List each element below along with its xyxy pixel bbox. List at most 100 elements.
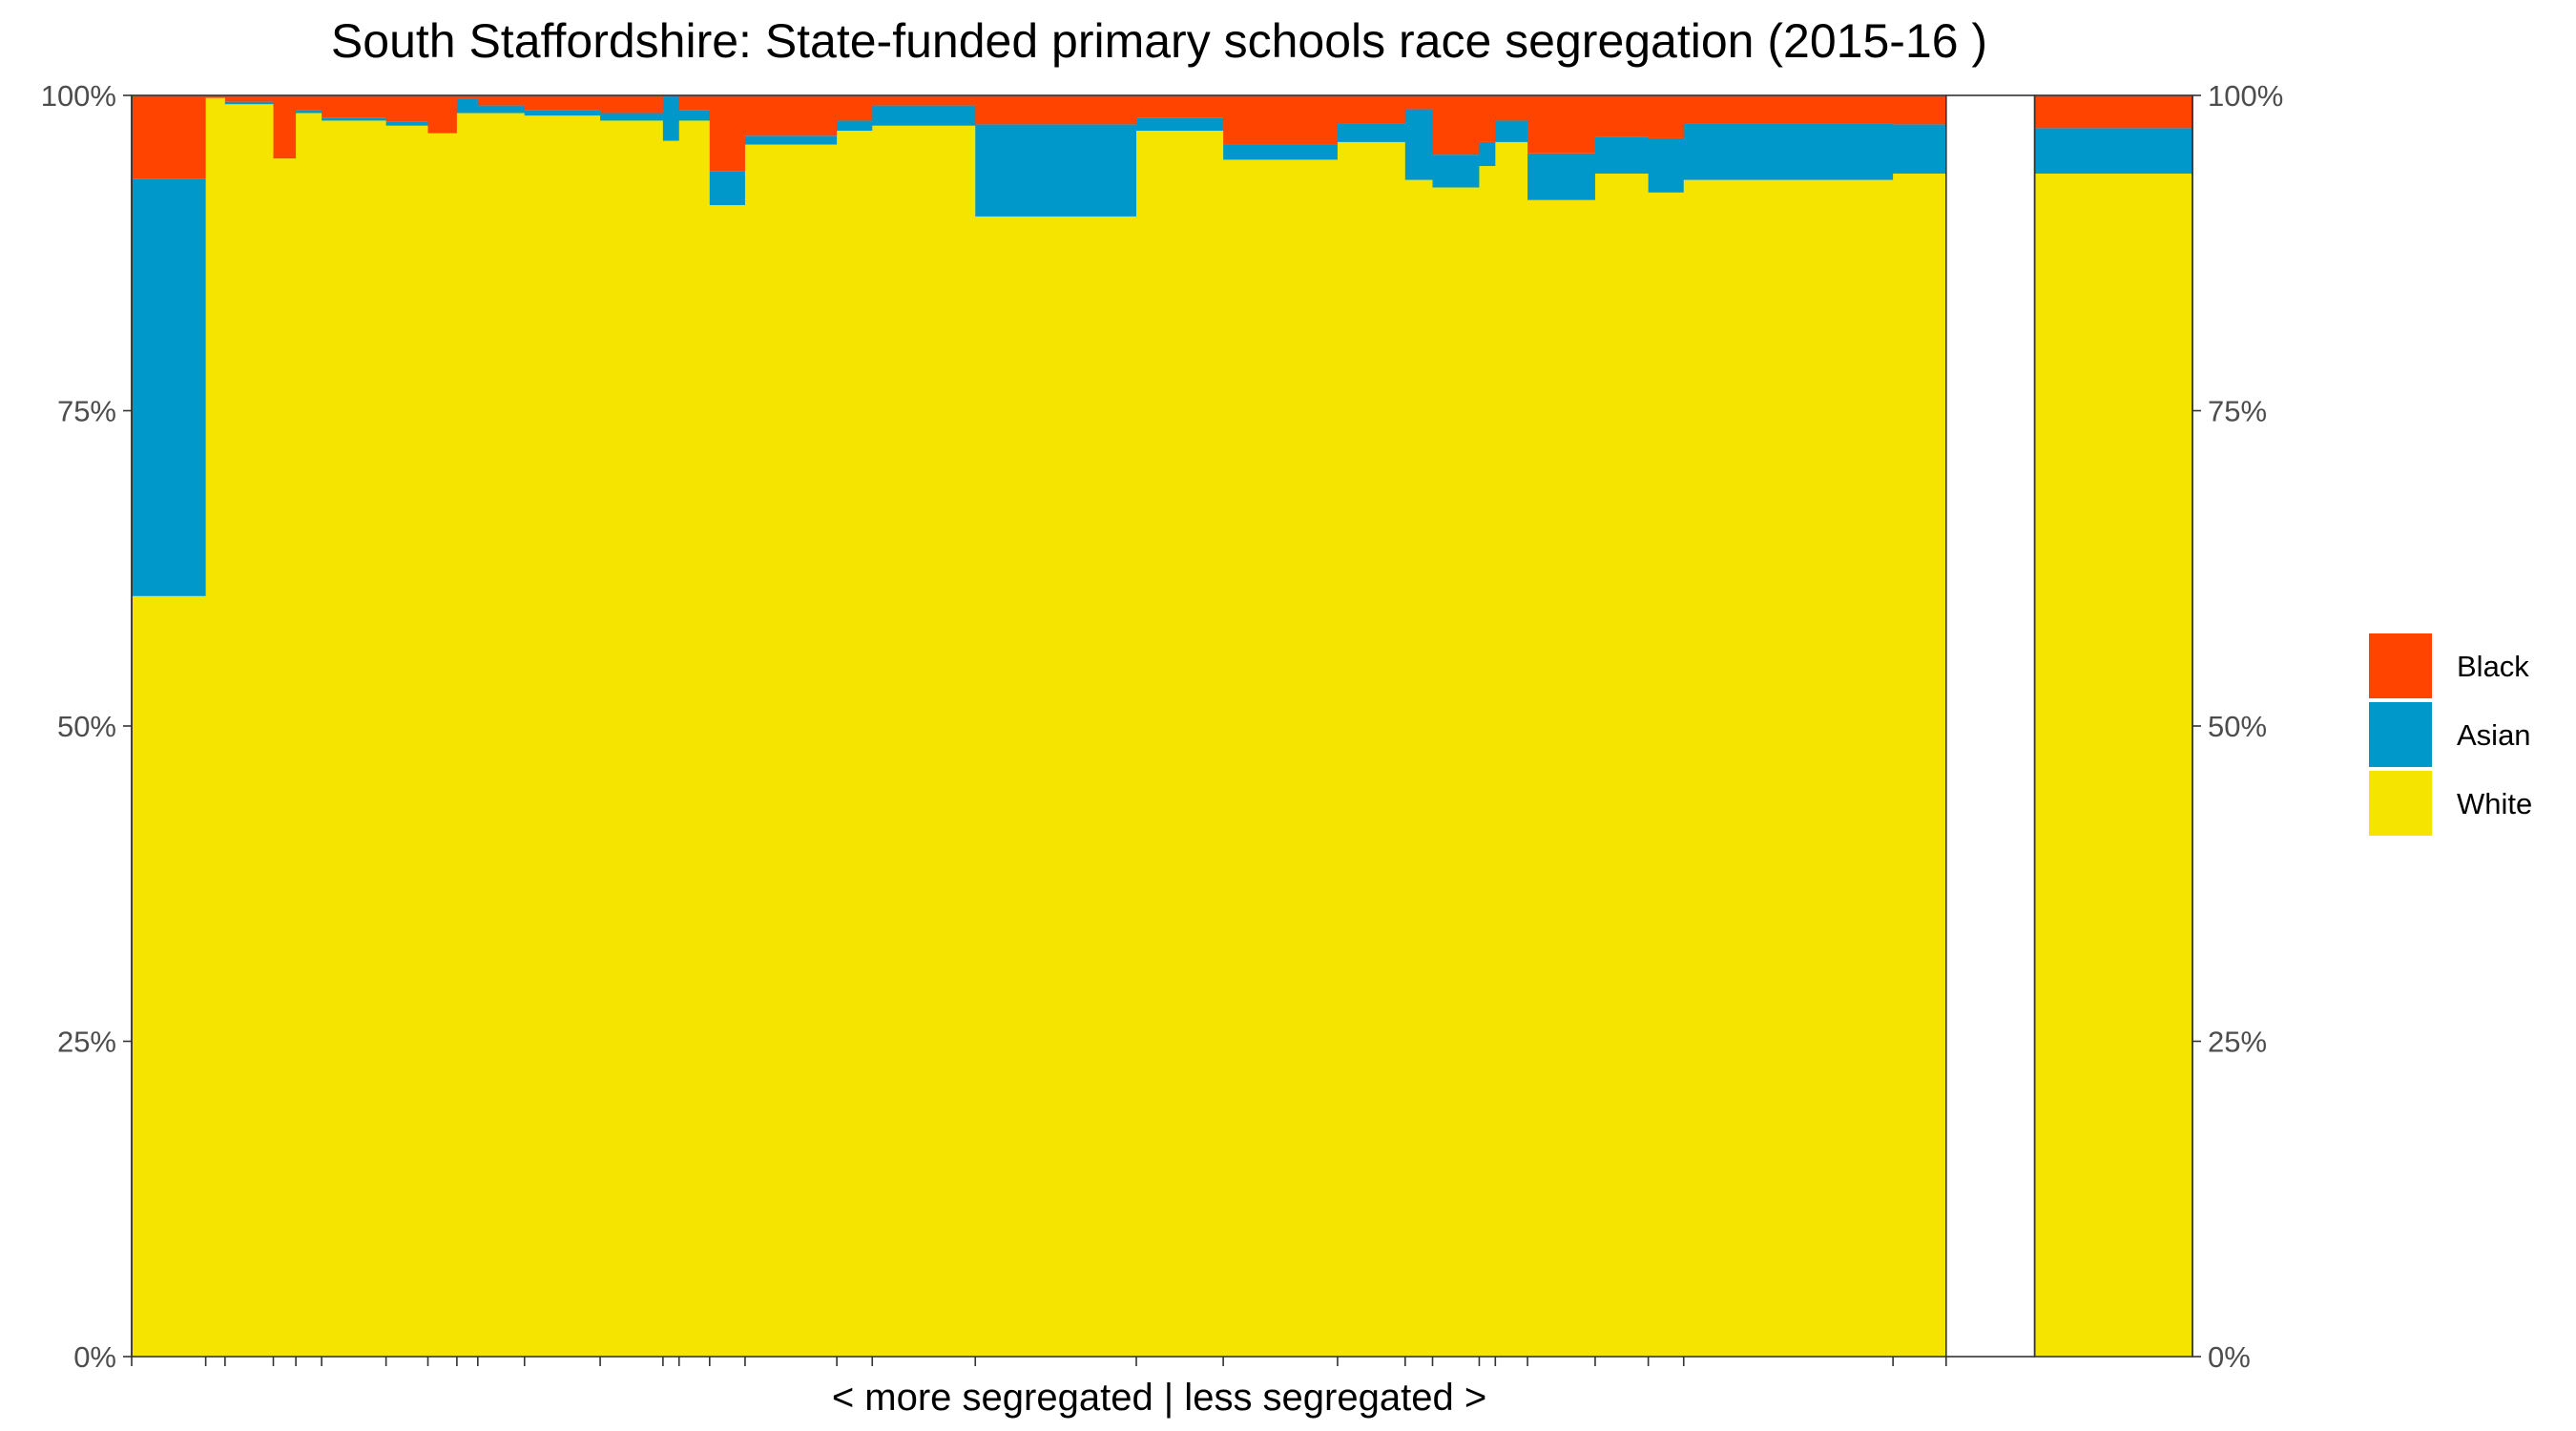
bar-segment-black — [1223, 95, 1339, 145]
legend-label: White — [2457, 787, 2532, 820]
school-bar — [1404, 95, 1434, 1358]
school-bar — [1527, 95, 1596, 1358]
school-bar — [1432, 95, 1481, 1358]
bar-segment-asian — [296, 110, 322, 114]
bar-segment-asian — [1495, 120, 1528, 142]
bar-segment-asian — [1223, 144, 1339, 160]
bar-segment-white — [1136, 131, 1224, 1358]
school-bar — [524, 95, 601, 1358]
school-bar — [1136, 95, 1224, 1358]
bar-segment-white — [524, 115, 601, 1358]
bar-segment-white — [744, 144, 838, 1358]
bar-segment-asian — [385, 121, 429, 126]
y-tick-label: 25% — [57, 1026, 116, 1059]
bar-segment-asian — [837, 120, 873, 132]
bar-segment-black — [524, 95, 601, 111]
bar-segment-white — [662, 140, 680, 1357]
bar-segment-black — [477, 95, 526, 106]
bar-segment-asian — [709, 171, 746, 206]
bar-segment-black — [600, 95, 664, 114]
bar-segment-black — [1893, 95, 1947, 125]
bar-segment-black — [709, 95, 746, 172]
bar-segment-white — [1893, 173, 1947, 1358]
school-bar — [1479, 95, 1496, 1358]
bar-segment-asian — [132, 178, 207, 596]
school-bar — [837, 95, 873, 1358]
y-tick-label: 25% — [2208, 1026, 2267, 1059]
school-bar — [1594, 95, 1650, 1358]
bar-segment-white — [1527, 199, 1596, 1358]
bar-segment-asian — [524, 110, 601, 116]
school-bar — [709, 95, 746, 1357]
bar-segment-black — [2034, 95, 2193, 129]
bar-segment-asian — [477, 105, 526, 114]
school-bar — [1648, 95, 1685, 1358]
school-bar — [385, 95, 429, 1357]
school-bar — [1223, 95, 1339, 1357]
legend-swatch — [2369, 633, 2432, 698]
bar-segment-white — [872, 125, 976, 1357]
legend-swatch — [2369, 702, 2432, 767]
bar-segment-white — [1404, 179, 1434, 1358]
bar-segment-asian — [1404, 109, 1434, 180]
y-tick-label: 0% — [2208, 1340, 2251, 1374]
bar-segment-black — [132, 95, 207, 179]
y-tick-label: 75% — [2208, 395, 2267, 428]
bar-segment-asian — [744, 135, 838, 145]
legend-item-asian: Asian — [2369, 702, 2531, 767]
bar-segment-white — [2034, 173, 2193, 1358]
bar-segment-asian — [322, 117, 387, 121]
legend-swatch — [2369, 771, 2432, 836]
bar-segment-black — [1495, 95, 1528, 121]
bar-segment-white — [1648, 192, 1685, 1358]
legend-label: Black — [2457, 650, 2529, 683]
plot-area — [131, 94, 2193, 1358]
y-axis-right: 0% 25% 50% 75% 100% — [2192, 79, 2283, 1374]
school-bar — [477, 95, 526, 1357]
y-tick-label: 0% — [73, 1340, 116, 1374]
bar-segment-asian — [1432, 155, 1481, 188]
school-bar — [322, 95, 387, 1358]
bar-segment-black — [1404, 95, 1434, 110]
bar-segment-black — [678, 95, 711, 111]
bar-segment-black — [837, 95, 873, 121]
bar-segment-black — [1479, 95, 1496, 142]
chart-title: South Staffordshire: State-funded primar… — [331, 14, 1987, 68]
y-tick-label: 100% — [41, 79, 116, 113]
bar-segment-white — [205, 97, 226, 1357]
legend-item-black: Black — [2369, 633, 2529, 698]
y-tick-label: 100% — [2208, 79, 2283, 113]
bar-segment-black — [205, 95, 226, 98]
bar-segment-white — [1223, 159, 1339, 1357]
bar-segment-asian — [975, 124, 1137, 217]
bar-segment-black — [1527, 95, 1596, 154]
bar-segment-asian — [600, 113, 664, 121]
bar-segment-black — [872, 95, 976, 106]
bar-segment-white — [709, 205, 746, 1357]
bar-segment-white — [132, 595, 207, 1357]
bar-segment-black — [1337, 95, 1406, 124]
bar-segment-white — [273, 158, 297, 1358]
bar-segment-asian — [1479, 141, 1496, 167]
bar-segment-asian — [1594, 136, 1650, 174]
bar-segment-white — [975, 216, 1137, 1358]
bar-segment-asian — [1527, 153, 1596, 200]
bar-segment-white — [1683, 179, 1894, 1358]
school-bar — [273, 95, 297, 1358]
school-bar — [296, 95, 322, 1357]
bar-segment-white — [837, 131, 873, 1358]
bar-segment-asian — [872, 105, 976, 126]
bar-segment-asian — [1683, 123, 1894, 180]
school-bar — [600, 95, 664, 1358]
bar-segment-black — [273, 95, 297, 159]
school-bar — [1495, 95, 1528, 1357]
bar-segment-asian — [1893, 124, 1947, 174]
bar-segment-black — [744, 95, 838, 136]
x-axis-title: < more segregated | less segregated > — [832, 1377, 1486, 1419]
bar-segment-white — [678, 120, 711, 1358]
bar-segment-white — [322, 120, 387, 1358]
bar-segment-black — [456, 95, 479, 99]
bar-segment-black — [427, 95, 458, 134]
bar-segment-asian — [1136, 117, 1224, 132]
